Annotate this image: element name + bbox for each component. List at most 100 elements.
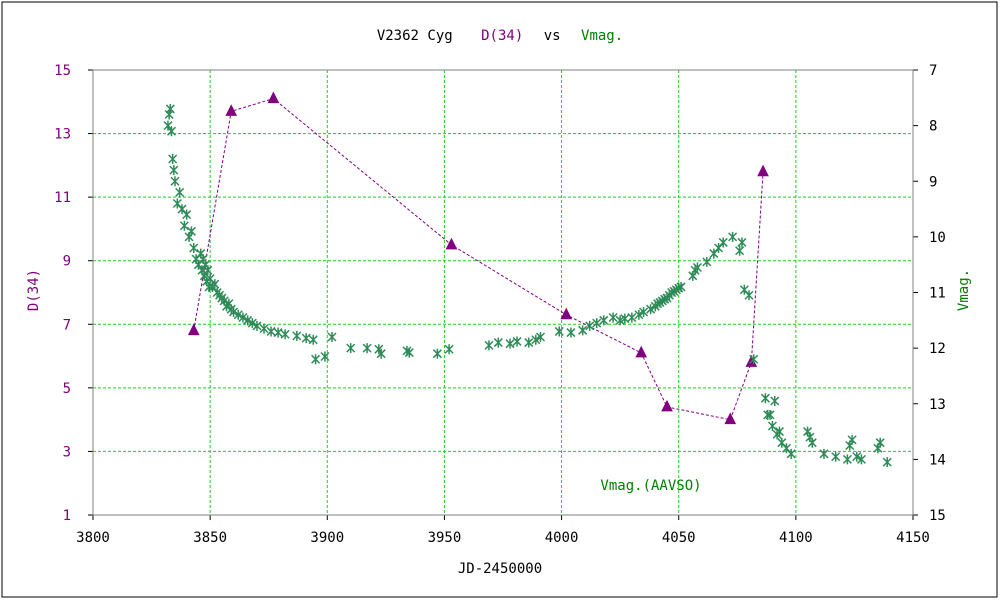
vmag-point [168,154,178,164]
vmag-point [189,243,199,253]
left-tick-label: 7 [63,317,71,333]
vmag-point [524,337,534,348]
d34-point [661,399,673,412]
vmag-point [770,395,780,406]
vmag-point [170,176,180,187]
vmag-point [186,226,196,237]
vmag-point [308,334,318,345]
title-vmag: Vmag. [581,28,623,44]
vmag-point [735,245,745,256]
vmag-point [535,332,546,342]
chart-title: V2362 Cyg D(34) vs Vmag. [377,28,623,44]
right-tick-label: 14 [929,452,946,468]
x-tick-label: 3900 [310,530,344,546]
vmag-point [210,279,220,290]
right-tick-label: 8 [929,119,937,135]
title-object: V2362 Cyg [377,28,453,44]
vmag-point [765,409,775,420]
vmag-point [273,327,283,338]
left-tick-label: 15 [54,63,71,79]
x-axis: 3800 3850 3900 3950 4000 4050 4100 4150 [76,515,930,546]
vmag-point [807,437,817,448]
vmag-point [702,256,712,267]
vmag-point [238,312,248,323]
vmag-point [259,323,269,334]
vmag-point [566,327,576,338]
vmag-point [493,337,503,348]
title-vs: vs [544,28,561,44]
right-tick-label: 15 [929,508,946,524]
vmag-point [266,326,276,337]
right-tick-label: 7 [929,63,937,79]
vmag-point [505,338,515,349]
vmag-point [819,448,829,459]
left-axis-label: D(34) [26,269,42,311]
d34-point [635,345,648,358]
vmag-point [280,329,290,340]
vmag-point [856,454,866,465]
vmag-point [608,312,618,323]
vmag-point [599,315,609,326]
x-tick-label: 4000 [545,530,579,546]
vmag-point [531,334,541,345]
right-tick-label: 10 [929,230,946,246]
vmag-point [875,437,885,448]
vmag-point [175,187,185,198]
vmag-point [252,320,262,331]
d34-point [560,307,573,320]
vmag-point [247,318,257,329]
vmag-point [634,309,644,320]
vmag-point [229,306,239,317]
vmag-point [749,354,759,365]
vmag-point [169,165,179,176]
d34-point [225,104,238,116]
vmag-point [320,351,330,362]
vmag-point [327,332,337,342]
x-tick-label: 3950 [428,530,462,546]
vmag-point [744,290,754,301]
vmag-point [404,347,414,358]
vmag-point [444,344,454,355]
title-d34: D(34) [481,28,523,44]
vmag-point [627,312,637,323]
right-tick-label: 12 [929,341,946,357]
right-tick-label: 11 [929,286,946,302]
vmag-point [179,220,189,231]
d34-line [193,98,764,421]
vmag-point [512,336,522,347]
vmag-point [639,306,649,317]
x-axis-label: JD-2450000 [458,561,542,577]
vmag-point [718,237,728,248]
x-tick-label: 3800 [76,530,110,546]
x-tick-label: 4050 [662,530,696,546]
left-tick-label: 5 [63,381,71,397]
vmag-point [847,434,857,445]
vmag-point [786,448,796,459]
vmag-point [163,120,173,131]
x-tick-label: 3850 [193,530,227,546]
left-tick-label: 13 [54,127,71,143]
x-tick-label: 4150 [896,530,930,546]
vmag-point [166,126,177,137]
vmag-point [578,325,588,336]
d34-point [187,323,200,336]
vmag-point [182,209,192,220]
d34-point [757,164,769,177]
d34-point [267,91,280,104]
vmag-point [620,313,630,324]
series-vmag [163,103,892,468]
vmag-point [842,454,852,465]
vmag-point [882,457,892,468]
vmag-point [301,333,311,344]
vmag-point [760,393,770,404]
vmag-annotation: Vmag.(AAVSO) [600,478,701,494]
left-tick-label: 1 [63,508,71,524]
d34-point [445,237,458,250]
left-tick-label: 11 [54,190,71,206]
vmag-point [203,265,213,276]
left-tick-label: 9 [63,254,71,270]
vmag-point [774,426,784,437]
